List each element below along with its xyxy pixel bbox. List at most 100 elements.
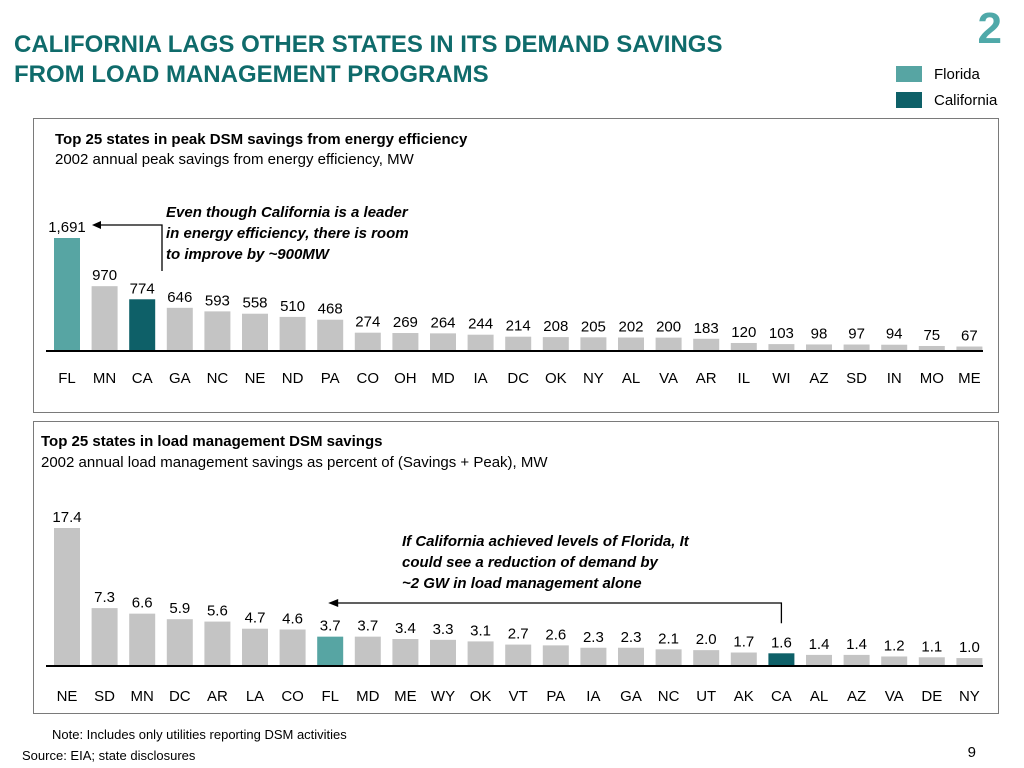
load-management-bar-md [354,636,381,666]
load-management-bar-sd [91,608,118,666]
load-management-bar-ca [768,653,795,666]
slide-number: 2 [977,4,1002,53]
efficiency-value-label-va: 200 [656,319,681,336]
efficiency-bar-oh [392,333,419,351]
efficiency-value-label-il: 120 [731,324,756,341]
efficiency-value-label-oh: 269 [393,314,418,331]
footnote: Note: Includes only utilities reporting … [52,727,347,742]
efficiency-bar-ia [467,334,494,351]
load-management-value-label-ca: 1.6 [771,634,792,651]
load-management-category-label-al: AL [810,688,828,705]
efficiency-value-label-mn: 970 [92,267,117,284]
load-management-category-label-nc: NC [658,688,680,705]
load-management-category-label-ny: NY [959,688,980,705]
efficiency-category-label-oh: OH [394,370,417,387]
efficiency-category-label-va: VA [659,370,678,387]
load-management-bar-nc [655,649,682,666]
efficiency-category-label-il: IL [738,370,751,387]
load-management-bar-chart: 17.4 NE 7.3 SD 6.6 MN 5.9 DC 5.6 AR 4.7 LA 4.6 CO 3.7 F… [46,509,983,705]
efficiency-value-label-dc: 214 [506,318,531,335]
load-management-bar-co [279,629,306,666]
efficiency-value-label-ca: 774 [130,280,155,297]
efficiency-chart-subtitle: 2002 annual peak savings from energy eff… [55,151,414,168]
load-management-annotation-arrow [336,602,783,624]
efficiency-value-label-md: 264 [430,314,455,331]
efficiency-chart-panel: Top 25 states in peak DSM savings from e… [33,118,999,413]
load-management-category-label-me: ME [394,688,417,705]
load-management-category-label-ne: NE [57,688,78,705]
title-line-2: FROM LOAD MANAGEMENT PROGRAMS [14,61,489,88]
efficiency-bar-ca [129,299,156,351]
efficiency-bar-mn [91,286,118,351]
efficiency-annotation: Even though California is a leader in en… [166,202,409,265]
efficiency-bar-ne [242,313,268,351]
load-management-value-label-ne: 17.4 [52,509,81,526]
load-management-category-label-md: MD [356,688,379,705]
efficiency-category-label-pa: PA [321,370,340,387]
efficiency-value-label-nc: 593 [205,292,230,309]
efficiency-value-label-ga: 646 [167,289,192,306]
efficiency-value-label-nd: 510 [280,298,305,315]
load-management-bar-ga [618,647,644,666]
load-management-category-label-mn: MN [131,688,154,705]
efficiency-bar-in [881,344,908,351]
efficiency-category-label-sd: SD [846,370,867,387]
load-management-value-label-pa: 2.6 [545,626,566,643]
efficiency-bar-ar [693,338,720,351]
efficiency-bar-ok [542,337,569,351]
efficiency-value-label-co: 274 [355,314,380,331]
load-management-value-label-ok: 3.1 [470,622,491,639]
efficiency-category-label-ar: AR [696,370,717,387]
load-management-category-label-la: LA [246,688,264,705]
efficiency-bar-co [354,332,381,351]
load-management-category-label-ok: OK [470,688,492,705]
load-management-value-label-de: 1.1 [921,638,942,655]
efficiency-bar-wi [768,344,795,351]
load-management-category-label-ga: GA [620,688,642,705]
load-management-value-label-mn: 6.6 [132,595,153,612]
efficiency-category-label-nc: NC [207,370,229,387]
efficiency-category-label-mo: MO [920,370,944,387]
load-management-bar-mn [129,613,156,666]
efficiency-bar-pa [317,319,344,351]
efficiency-category-label-co: CO [357,370,380,387]
efficiency-annotation-line-3: to improve by ~900MW [166,246,329,263]
efficiency-category-label-ok: OK [545,370,567,387]
load-management-category-label-az: AZ [847,688,866,705]
load-management-value-label-sd: 7.3 [94,589,115,606]
load-management-bar-de [918,657,945,666]
load-management-value-label-dc: 5.9 [169,600,190,617]
load-management-chart-panel: Top 25 states in load management DSM sav… [33,421,999,714]
load-management-category-label-sd: SD [94,688,115,705]
efficiency-bar-al [618,337,644,351]
slide-title: CALIFORNIA LAGS OTHER STATES IN ITS DEMA… [14,30,874,90]
efficiency-value-label-in: 94 [886,326,903,343]
load-management-value-label-vt: 2.7 [508,626,529,643]
efficiency-annotation-arrow [96,224,163,271]
efficiency-category-label-fl: FL [58,370,76,387]
efficiency-category-label-dc: DC [507,370,529,387]
load-management-annotation: If California achieved levels of Florida… [402,531,689,594]
load-management-bar-pa [542,645,569,666]
efficiency-bar-ga [166,307,193,351]
efficiency-annotation-line-2: in energy efficiency, there is room [166,225,409,242]
load-management-chart-title: Top 25 states in load management DSM sav… [41,433,383,450]
efficiency-value-label-wi: 103 [769,325,794,342]
load-management-value-label-ga: 2.3 [621,629,642,646]
efficiency-value-label-al: 202 [618,319,643,336]
load-management-bar-ut [693,650,720,666]
load-management-value-label-ak: 1.7 [733,634,754,651]
efficiency-chart-title: Top 25 states in peak DSM savings from e… [55,131,468,148]
load-management-category-label-wy: WY [431,688,455,705]
efficiency-category-label-md: MD [431,370,454,387]
load-management-bars: 17.4 NE 7.3 SD 6.6 MN 5.9 DC 5.6 AR 4.7 LA 4.6 CO 3.7 F… [52,509,983,705]
load-management-bar-ia [580,647,607,666]
load-management-value-label-al: 1.4 [809,636,830,653]
load-management-value-label-ar: 5.6 [207,603,228,620]
efficiency-value-label-fl: 1,691 [48,219,86,236]
efficiency-category-label-ca: CA [132,370,153,387]
load-management-chart-subtitle: 2002 annual load management savings as p… [41,454,548,471]
efficiency-bar-md [430,333,456,351]
load-management-category-label-ar: AR [207,688,228,705]
load-management-category-label-ca: CA [771,688,792,705]
